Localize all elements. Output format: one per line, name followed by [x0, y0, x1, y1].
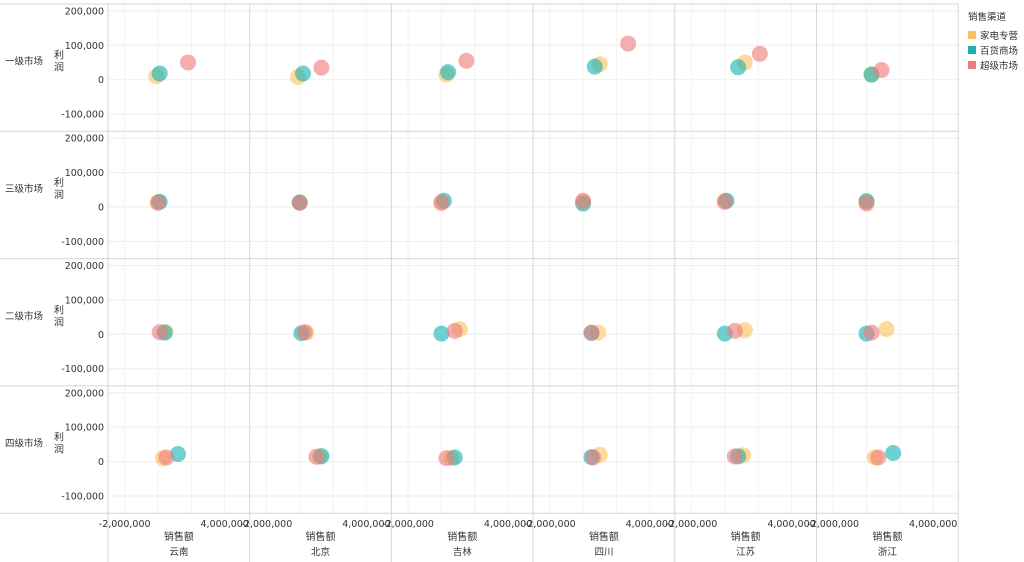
legend-label-supermarket: 超级市场 — [980, 60, 1019, 72]
scatter-point — [620, 35, 637, 52]
x-tick-label: 4,000,000 — [484, 519, 532, 530]
column-label: 北京 — [311, 546, 330, 558]
x-tick-label: 4,000,000 — [626, 519, 674, 530]
y-tick-label: 200,000 — [65, 6, 104, 17]
y-axis-label: 利 — [54, 177, 64, 189]
y-tick-label: 200,000 — [65, 134, 104, 145]
scatter-point — [585, 449, 602, 466]
y-axis-label: 润 — [54, 443, 64, 456]
y-tick-label: 0 — [98, 75, 104, 86]
x-tick-label: 4,000,000 — [201, 519, 249, 530]
y-axis-label: 利 — [54, 50, 64, 62]
column-label: 江苏 — [736, 546, 756, 558]
scatter-point — [863, 324, 880, 341]
y-axis-label: 利 — [54, 304, 64, 316]
scatter-point — [583, 324, 600, 341]
scatter-point — [291, 194, 308, 211]
column-label: 吉林 — [453, 546, 473, 558]
legend: 销售渠道 家电专营 百货商场 超级市场 — [968, 9, 1018, 72]
x-axis-label: 销售额 — [731, 530, 761, 543]
scatter-matrix-chart: 一级市场利润200,000100,0000-100,000三级市场利润200,0… — [0, 3, 959, 562]
y-tick-label: -100,000 — [61, 491, 104, 502]
y-tick-label: 0 — [98, 330, 104, 341]
scatter-point — [458, 52, 475, 69]
scatter-point — [438, 450, 455, 467]
y-tick-label: -100,000 — [61, 110, 104, 121]
y-tick-label: 200,000 — [65, 388, 104, 399]
scatter-point — [586, 58, 603, 75]
x-tick-label: 4,000,000 — [342, 519, 390, 530]
scatter-point — [885, 444, 902, 461]
scatter-point — [575, 192, 592, 209]
scatter-point — [158, 449, 175, 466]
scatter-point — [873, 62, 890, 79]
scatter-point — [296, 324, 313, 341]
legend-swatch-supermarket — [968, 60, 976, 69]
legend-swatch-department-store — [968, 45, 976, 54]
legend-item-department-store[interactable]: 百货商场 — [968, 42, 1018, 57]
scatter-point — [751, 45, 768, 62]
y-tick-label: 200,000 — [65, 261, 104, 272]
legend-label-appliance: 家电专营 — [980, 30, 1019, 42]
y-tick-label: 100,000 — [65, 423, 104, 434]
legend-title: 销售渠道 — [968, 12, 1007, 23]
y-axis-label: 润 — [54, 61, 64, 74]
x-tick-label: -2,000,000 — [666, 519, 718, 530]
y-tick-label: -100,000 — [61, 237, 104, 248]
scatter-point — [180, 54, 197, 71]
y-axis-label: 润 — [54, 188, 64, 201]
legend-item-appliance[interactable]: 家电专营 — [968, 27, 1018, 42]
y-tick-label: 100,000 — [65, 41, 104, 52]
x-tick-label: 4,000,000 — [909, 519, 957, 530]
scatter-point — [433, 325, 450, 342]
scatter-point — [295, 65, 312, 82]
row-label: 四级市场 — [5, 438, 43, 450]
x-axis-label: 销售额 — [872, 530, 902, 543]
y-tick-label: 100,000 — [65, 295, 104, 306]
scatter-point — [433, 194, 450, 211]
scatter-point — [858, 195, 875, 212]
x-tick-label: -2,000,000 — [240, 519, 292, 530]
legend-swatch-appliance — [968, 30, 976, 39]
scatter-point — [726, 448, 743, 465]
y-tick-label: 100,000 — [65, 168, 104, 179]
y-axis-label: 润 — [54, 315, 64, 328]
x-tick-label: -2,000,000 — [524, 519, 576, 530]
y-tick-label: 0 — [98, 202, 104, 213]
row-label: 一级市场 — [5, 56, 43, 68]
column-label: 四川 — [594, 547, 613, 558]
scatter-point — [440, 64, 457, 81]
scatter-point — [870, 449, 887, 466]
y-axis-label: 利 — [54, 432, 64, 444]
x-tick-label: -2,000,000 — [382, 519, 434, 530]
y-tick-label: 0 — [98, 457, 104, 468]
scatter-point — [730, 59, 747, 76]
scatter-point — [150, 194, 167, 211]
scatter-point — [716, 193, 733, 210]
x-tick-label: -2,000,000 — [99, 519, 151, 530]
scatter-point — [446, 322, 463, 339]
x-axis-label: 销售额 — [164, 530, 194, 543]
scatter-point — [726, 322, 743, 339]
column-label: 浙江 — [878, 546, 898, 558]
scatter-point — [151, 324, 168, 341]
x-tick-label: -2,000,000 — [807, 519, 859, 530]
column-label: 云南 — [169, 546, 188, 558]
x-axis-label: 销售额 — [306, 530, 336, 543]
x-axis-label: 销售额 — [447, 530, 477, 543]
y-tick-label: -100,000 — [61, 364, 104, 375]
x-tick-label: 4,000,000 — [767, 519, 815, 530]
legend-label-department-store: 百货商场 — [980, 45, 1019, 57]
scatter-point — [151, 65, 168, 82]
row-label: 二级市场 — [5, 310, 43, 322]
row-label: 三级市场 — [5, 183, 43, 195]
scatter-point — [878, 321, 895, 338]
scatter-point — [313, 59, 330, 76]
legend-item-supermarket[interactable]: 超级市场 — [968, 57, 1018, 72]
scatter-point — [308, 448, 325, 465]
x-axis-label: 销售额 — [589, 530, 619, 543]
